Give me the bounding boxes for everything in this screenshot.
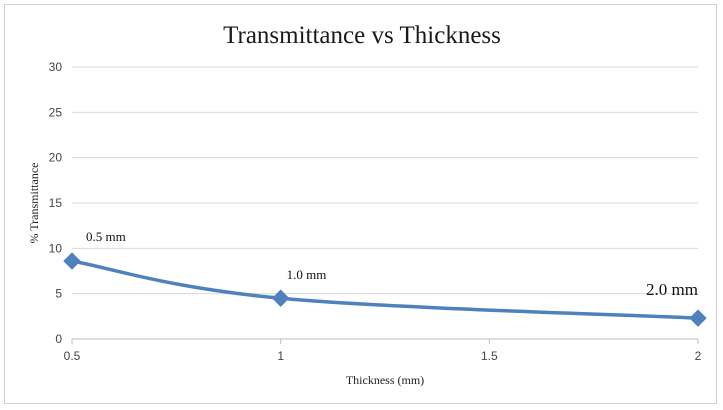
y-tick-label: 10 <box>49 241 63 255</box>
y-axis-label: % Transmittance <box>27 163 41 244</box>
data-point-marker <box>63 252 81 270</box>
annotations: 0.5 mm 1.0 mm 2.0 mm <box>86 229 698 299</box>
y-tick-label: 15 <box>49 196 63 210</box>
x-tick-labels: 0.5 1 1.5 2 <box>64 349 702 363</box>
y-tick-label: 0 <box>55 332 62 346</box>
x-tick-label: 0.5 <box>64 349 81 363</box>
gridlines <box>72 66 698 295</box>
x-tick-label: 1.5 <box>481 349 498 363</box>
y-tick-label: 30 <box>49 60 63 74</box>
y-tick-labels: 0 5 10 15 20 25 30 <box>49 60 63 346</box>
series <box>63 252 707 327</box>
y-tick-label: 20 <box>49 151 63 165</box>
chart-title: Transmittance vs Thickness <box>223 22 501 49</box>
y-tick-label: 5 <box>55 287 62 301</box>
chart-frame <box>4 4 717 404</box>
data-point-marker <box>689 309 707 327</box>
annotation-label: 0.5 mm <box>86 229 126 244</box>
y-tick-label: 25 <box>49 105 63 119</box>
x-axis-label: Thickness (mm) <box>346 373 424 387</box>
annotation-label: 1.0 mm <box>287 267 327 282</box>
annotation-label: 2.0 mm <box>646 280 698 299</box>
data-point-marker <box>271 289 290 307</box>
x-tick-label: 2 <box>695 349 702 363</box>
series-line <box>70 259 700 320</box>
x-tick-label: 1 <box>277 349 284 363</box>
axes <box>71 338 699 344</box>
